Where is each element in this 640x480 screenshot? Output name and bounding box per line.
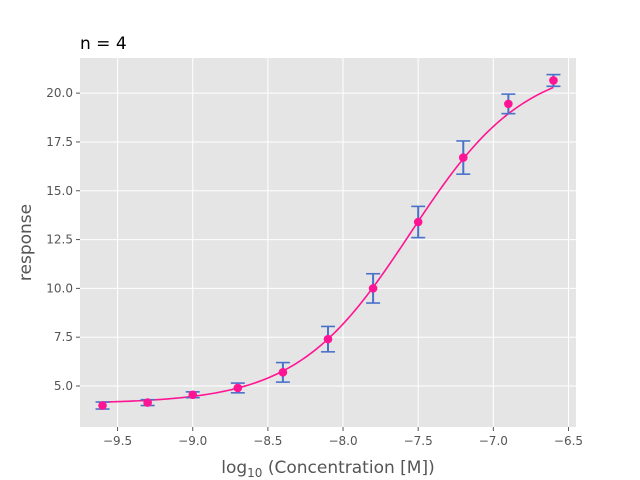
data-points (98, 76, 558, 410)
y-tick-label: 7.5 (54, 330, 73, 344)
y-axis-label: response (16, 204, 36, 281)
x-tick-label: −7.0 (479, 434, 508, 448)
x-tick-label: −6.5 (554, 434, 583, 448)
x-tick-label: −9.0 (178, 434, 207, 448)
x-tick-label: −8.0 (328, 434, 357, 448)
data-point (278, 368, 288, 377)
data-point (504, 99, 513, 109)
y-tick-label: 5.0 (54, 379, 73, 393)
y-tick-label: 15.0 (46, 184, 73, 198)
data-point (413, 217, 423, 227)
y-tick-label: 20.0 (46, 86, 73, 100)
x-tick-label: −8.5 (253, 434, 282, 448)
y-tick-label: 17.5 (46, 135, 73, 149)
data-point (143, 398, 152, 407)
grid (80, 58, 576, 427)
data-point (368, 284, 378, 293)
x-axis-ticks: −9.5 −9.0 −8.5 −8.0 −7.5 −7.0 −6.5 (103, 427, 583, 448)
y-axis-ticks: 5.0 7.5 10.0 12.5 15.0 17.5 20.0 (46, 86, 80, 393)
x-axis-label: log10 (Concentration [M]) (221, 458, 434, 480)
y-tick-label: 12.5 (46, 233, 73, 247)
data-point (323, 334, 333, 344)
data-point (98, 401, 107, 410)
data-point (233, 383, 243, 393)
data-point (188, 390, 198, 400)
chart-title: n = 4 (80, 34, 127, 54)
x-tick-label: −9.5 (103, 434, 132, 448)
data-point (549, 76, 558, 85)
x-tick-label: −7.5 (404, 434, 433, 448)
y-tick-label: 10.0 (46, 281, 73, 295)
data-point (458, 153, 468, 162)
